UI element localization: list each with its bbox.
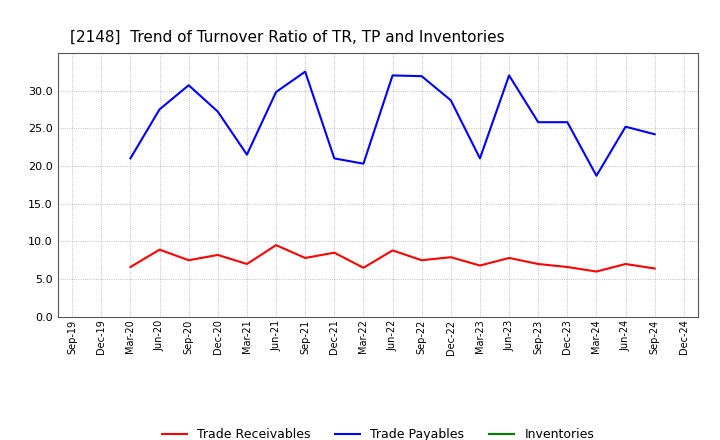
Trade Payables [213, 109, 222, 114]
Trade Payables [243, 152, 251, 157]
Trade Receivables [243, 261, 251, 267]
Trade Receivables [621, 261, 630, 267]
Trade Receivables [271, 242, 280, 248]
Trade Receivables [592, 269, 600, 274]
Trade Payables [476, 156, 485, 161]
Trade Receivables [184, 257, 193, 263]
Trade Receivables [534, 261, 543, 267]
Trade Payables [388, 73, 397, 78]
Trade Receivables [213, 252, 222, 257]
Trade Receivables [505, 255, 513, 260]
Trade Receivables [126, 264, 135, 270]
Trade Payables [621, 124, 630, 129]
Trade Receivables [359, 265, 368, 271]
Trade Payables [563, 120, 572, 125]
Trade Payables [650, 132, 659, 137]
Trade Payables [126, 156, 135, 161]
Trade Payables [271, 89, 280, 95]
Trade Payables [418, 73, 426, 79]
Legend: Trade Receivables, Trade Payables, Inventories: Trade Receivables, Trade Payables, Inven… [157, 423, 599, 440]
Trade Payables [184, 83, 193, 88]
Line: Trade Receivables: Trade Receivables [130, 245, 654, 271]
Trade Payables [156, 107, 164, 112]
Trade Receivables [476, 263, 485, 268]
Trade Payables [505, 73, 513, 78]
Trade Receivables [446, 255, 455, 260]
Trade Receivables [388, 248, 397, 253]
Line: Trade Payables: Trade Payables [130, 72, 654, 176]
Trade Payables [301, 69, 310, 74]
Trade Payables [330, 156, 338, 161]
Trade Payables [592, 173, 600, 178]
Trade Receivables [156, 247, 164, 252]
Text: [2148]  Trend of Turnover Ratio of TR, TP and Inventories: [2148] Trend of Turnover Ratio of TR, TP… [71, 29, 505, 45]
Trade Payables [534, 120, 543, 125]
Trade Payables [446, 98, 455, 103]
Trade Receivables [418, 257, 426, 263]
Trade Receivables [330, 250, 338, 255]
Trade Receivables [650, 266, 659, 271]
Trade Receivables [563, 264, 572, 270]
Trade Payables [359, 161, 368, 166]
Trade Receivables [301, 255, 310, 260]
